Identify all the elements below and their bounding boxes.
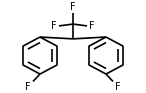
- Text: F: F: [51, 21, 57, 31]
- Text: F: F: [25, 82, 31, 92]
- Text: F: F: [70, 2, 76, 12]
- Text: F: F: [89, 21, 95, 31]
- Text: F: F: [115, 82, 121, 92]
